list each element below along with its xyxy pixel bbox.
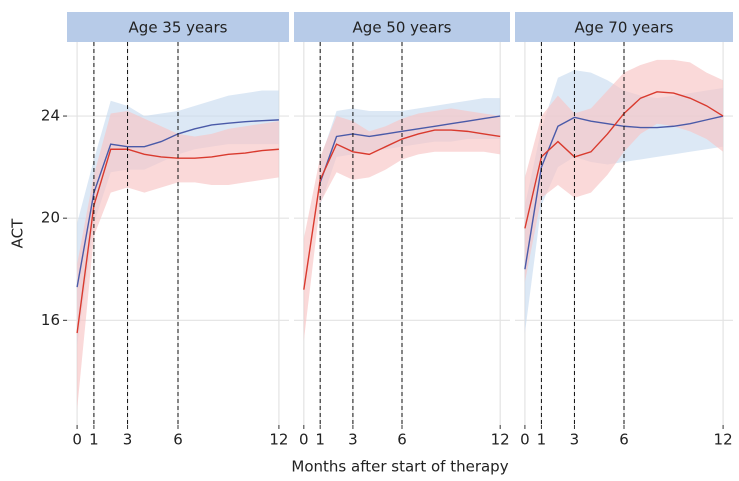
facet-strip (515, 12, 733, 42)
y-tick-label: 24 (41, 107, 60, 125)
x-tick-label: 6 (397, 431, 407, 449)
x-tick-label: 3 (123, 431, 133, 449)
confidence-band (303, 108, 501, 341)
x-tick-label: 6 (619, 431, 629, 449)
x-tick-label: 12 (269, 431, 288, 449)
x-tick-label: 3 (348, 431, 358, 449)
series-line (319, 115, 501, 183)
x-tick-label: 0 (299, 431, 309, 449)
facet-title: Age 70 years (575, 19, 674, 37)
x-tick-label: 1 (315, 431, 325, 449)
y-tick-label: 16 (41, 311, 60, 329)
x-tick-label: 12 (491, 431, 510, 449)
facet-title: Age 50 years (353, 19, 452, 37)
y-axis-label: ACT (9, 218, 27, 248)
x-tick-label: 3 (570, 431, 580, 449)
facet-strip (67, 12, 289, 42)
series-line (76, 148, 279, 334)
x-tick-label: 0 (520, 431, 530, 449)
x-axis-label: Months after start of therapy (291, 458, 508, 476)
x-tick-label: 0 (72, 431, 82, 449)
facet-title: Age 35 years (129, 19, 228, 37)
series-line (303, 129, 501, 290)
facet-strip (294, 12, 510, 42)
x-tick-label: 6 (173, 431, 183, 449)
x-tick-label: 1 (537, 431, 547, 449)
y-tick-label: 20 (41, 209, 60, 227)
x-tick-label: 1 (89, 431, 99, 449)
x-tick-label: 12 (714, 431, 733, 449)
